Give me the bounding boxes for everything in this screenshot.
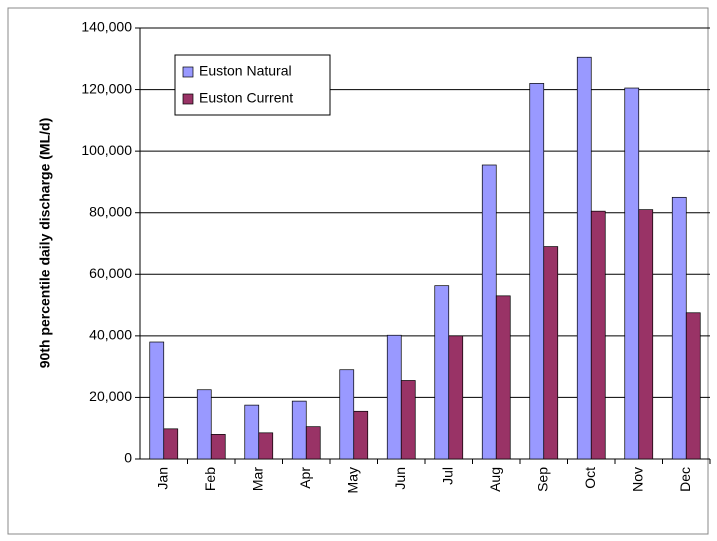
bar (291, 400, 307, 460)
y-tick-label: 120,000 (81, 80, 132, 96)
x-tick-label: Feb (202, 467, 218, 491)
bar (543, 246, 559, 460)
bar (638, 209, 654, 460)
bar (671, 196, 687, 460)
bar (210, 434, 226, 460)
x-tick-label: Mar (249, 467, 265, 491)
x-tick-label: Jun (392, 467, 408, 490)
bar (386, 334, 402, 460)
bar (196, 389, 212, 460)
y-tick-label: 20,000 (89, 388, 132, 404)
bar (163, 428, 179, 460)
x-tick-label: Sep (534, 467, 550, 492)
x-tick-label: Apr (297, 467, 313, 489)
bar (400, 380, 416, 460)
y-tick-label: 0 (124, 450, 132, 466)
x-tick-label: Aug (487, 467, 503, 492)
legend-swatch (182, 93, 194, 105)
x-tick-label: Jul (439, 467, 455, 485)
bar (434, 285, 450, 460)
bar (481, 164, 497, 460)
bar (353, 410, 369, 460)
bar (590, 210, 606, 460)
legend-box (174, 54, 331, 116)
bar (685, 312, 701, 460)
y-tick-label: 40,000 (89, 327, 132, 343)
x-tick-label: Dec (677, 467, 693, 492)
bar (258, 432, 274, 460)
bar (529, 83, 545, 460)
bar (244, 404, 260, 460)
bar (305, 426, 321, 460)
legend-swatch (182, 66, 194, 78)
y-tick-label: 140,000 (81, 19, 132, 35)
y-axis-label: 90th percentile daily discharge (ML/d) (37, 118, 53, 369)
x-tick-label: Jan (154, 467, 170, 490)
bar (495, 295, 511, 460)
bar (576, 56, 592, 460)
legend-label: Euston Current (199, 90, 293, 106)
bar (448, 335, 464, 460)
x-tick-label: Oct (582, 467, 598, 489)
y-tick-label: 80,000 (89, 203, 132, 219)
bar (624, 87, 640, 460)
frame (7, 7, 709, 535)
x-tick-label: Nov (629, 467, 645, 492)
bar (339, 369, 355, 460)
legend-label: Euston Natural (199, 63, 292, 79)
y-tick-label: 100,000 (81, 142, 132, 158)
bar (149, 341, 165, 460)
y-tick-label: 60,000 (89, 265, 132, 281)
x-tick-label: May (344, 467, 360, 493)
